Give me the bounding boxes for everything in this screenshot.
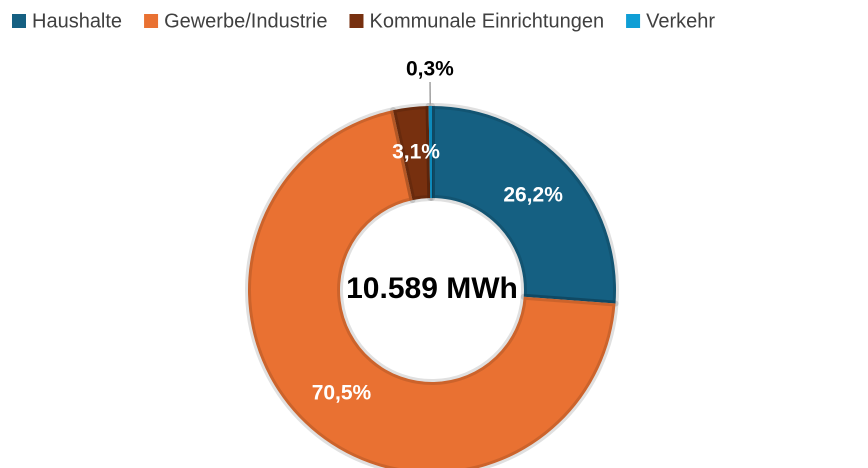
data-label: 0,3% [406,58,454,81]
data-label: 26,2% [503,184,563,207]
legend-swatch [626,14,641,28]
legend-label: Kommunale Einrichtungen [369,10,604,32]
donut-slice [425,103,435,202]
legend-label: Haushalte [32,10,122,32]
legend-swatch [349,14,364,28]
legend-label: Gewerbe/Industrie [164,10,327,32]
center-label: 10.589 MWh [346,272,518,305]
legend-swatch [144,14,159,28]
legend-swatch [12,14,26,28]
data-label: 3,1% [392,140,440,163]
data-label: 70,5% [312,382,372,405]
donut-slice [245,107,619,468]
legend-label: Verkehr [646,10,715,32]
donut-slice [429,103,619,307]
